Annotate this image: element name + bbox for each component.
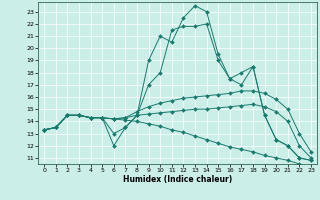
X-axis label: Humidex (Indice chaleur): Humidex (Indice chaleur)	[123, 175, 232, 184]
